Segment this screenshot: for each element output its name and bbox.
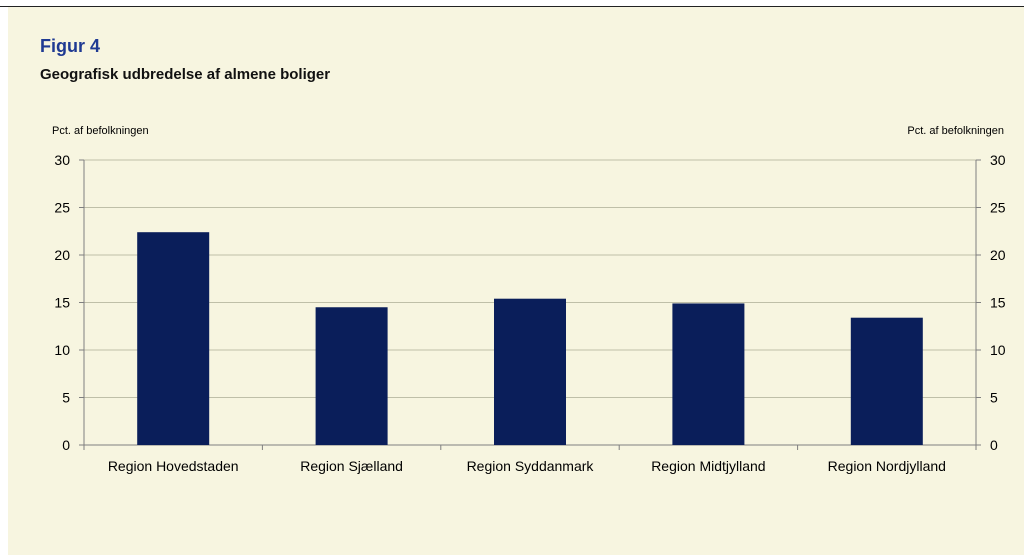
y-tick-label-left: 20: [54, 247, 70, 263]
y-tick-label-left: 5: [62, 390, 70, 406]
figure-title: Geografisk udbredelse af almene boliger: [40, 66, 331, 83]
bar: [494, 298, 566, 445]
y-tick-label-left: 30: [54, 152, 70, 168]
y-tick-label-right: 15: [990, 295, 1006, 311]
y-axis-label-left: Pct. af befolkningen: [52, 125, 149, 137]
bar: [850, 317, 923, 445]
y-tick-label-left: 10: [54, 342, 70, 358]
bar: [672, 303, 745, 445]
x-tick-label: Region Midtjylland: [651, 458, 765, 474]
y-tick-label-right: 10: [990, 342, 1006, 358]
y-tick-label-right: 20: [990, 247, 1006, 263]
y-tick-label-right: 30: [990, 152, 1006, 168]
bar: [137, 232, 210, 445]
y-tick-label-right: 5: [990, 390, 998, 406]
y-axis-label-right: Pct. af befolkningen: [907, 125, 1004, 137]
y-tick-label-right: 25: [990, 200, 1006, 216]
y-tick-label-left: 0: [62, 437, 70, 453]
x-tick-label: Region Nordjylland: [828, 458, 946, 474]
top-rule: [0, 6, 1024, 7]
figure-label: Figur 4: [40, 36, 101, 56]
y-tick-label-right: 0: [990, 437, 998, 453]
y-tick-label-left: 25: [54, 200, 70, 216]
y-tick-label-left: 15: [54, 295, 70, 311]
x-tick-label: Region Syddanmark: [467, 458, 595, 474]
x-tick-label: Region Sjælland: [300, 458, 403, 474]
bar: [315, 307, 388, 445]
x-tick-label: Region Hovedstaden: [108, 458, 239, 474]
